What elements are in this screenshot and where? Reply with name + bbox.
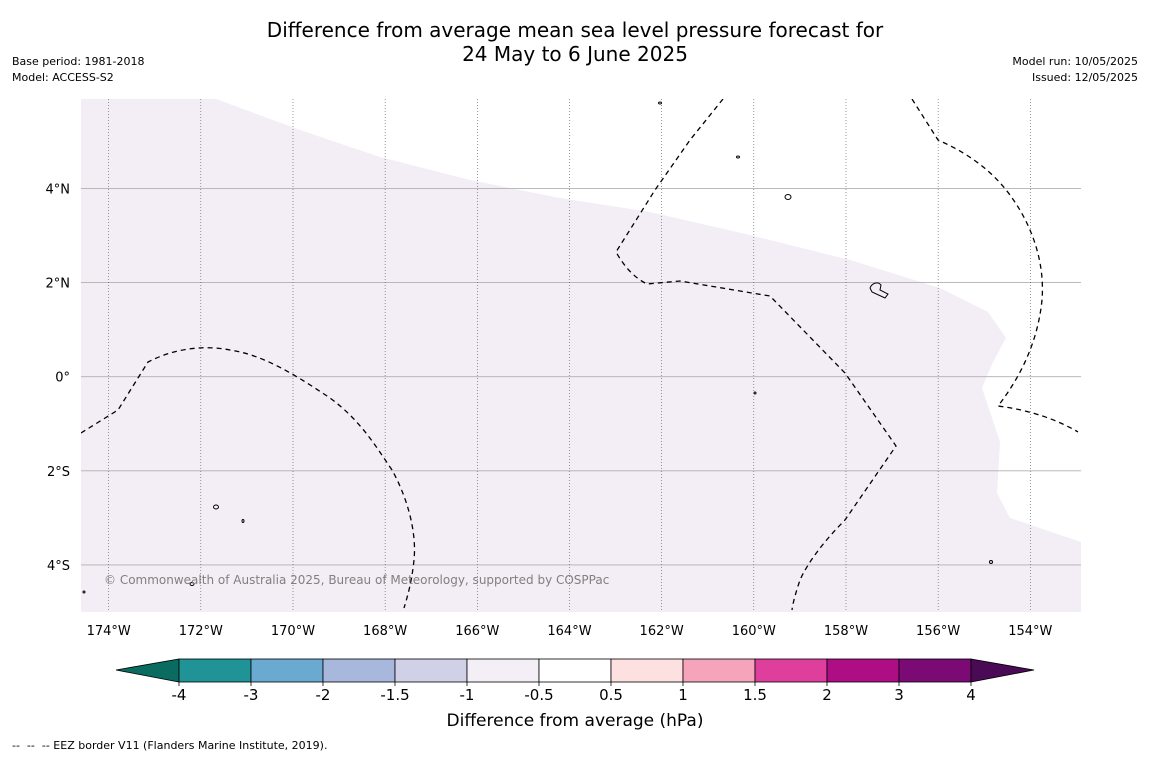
anomaly-shading-region <box>81 99 1081 612</box>
longitude-label: 174°W <box>87 624 131 639</box>
latitude-label: 2°S <box>47 465 70 480</box>
contour-line-central <box>615 99 897 611</box>
islands <box>82 101 993 594</box>
colorbar-tick-label: 2 <box>822 686 832 704</box>
island <box>213 504 219 510</box>
colorbar-high-extension <box>970 658 1035 683</box>
copyright-notice: © Commonwealth of Australia 2025, Bureau… <box>104 573 609 587</box>
base-period: Base period: 1981-2018 <box>12 55 145 68</box>
longitude-label: 172°W <box>179 624 223 639</box>
eez-legend-note: -- -- -- EEZ border V11 (Flanders Marine… <box>12 739 328 752</box>
title-line-2: 24 May to 6 June 2025 <box>462 42 688 66</box>
colorbar: -4 -3 -2 -1.5 -1 -0.5 0.5 1 1.5 2 3 4 Difference fr… <box>115 658 1035 731</box>
island <box>658 101 662 105</box>
colorbar-bin <box>682 658 756 683</box>
latitude-label: 2°N <box>46 277 71 292</box>
colorbar-bin <box>466 658 540 683</box>
colorbar-bin <box>898 658 972 683</box>
map-plot-area: © Commonwealth of Australia 2025, Bureau… <box>81 99 1081 612</box>
island <box>989 560 993 564</box>
colorbar-tick-label: 4 <box>966 686 976 704</box>
longitude-label: 166°W <box>455 624 499 639</box>
island <box>784 194 792 200</box>
contour-lines <box>81 99 1079 611</box>
title-line-1: Difference from average mean sea level p… <box>266 18 884 42</box>
colorbar-tick-label: 0.5 <box>599 686 623 704</box>
contour-line-east <box>911 99 1079 433</box>
colorbar-bins <box>178 658 972 683</box>
colorbar-label: Difference from average (hPa) <box>447 711 704 731</box>
longitude-label: 158°W <box>824 624 868 639</box>
colorbar-bin <box>754 658 828 683</box>
map-title: Difference from average mean sea level p… <box>0 18 1150 66</box>
colorbar-tick-labels: -4 -3 -2 -1.5 -1 -0.5 0.5 1 1.5 2 3 4 <box>172 682 976 704</box>
latitude-label: 4°N <box>46 182 71 197</box>
colorbar-bin <box>826 658 900 683</box>
colorbar-tick-label: -1.5 <box>380 686 409 704</box>
colorbar-bin <box>394 658 468 683</box>
colorbar-tick-label: 3 <box>894 686 904 704</box>
issued-date: Issued: 12/05/2025 <box>1031 71 1138 84</box>
longitude-label: 154°W <box>1008 624 1052 639</box>
model-run: Model run: 10/05/2025 <box>1012 55 1138 68</box>
island <box>753 391 757 395</box>
island <box>189 582 195 586</box>
colorbar-tick-label: -2 <box>316 686 331 704</box>
island <box>82 590 86 594</box>
longitude-label: 168°W <box>363 624 407 639</box>
colorbar-tick-label: -0.5 <box>524 686 553 704</box>
longitude-label: 164°W <box>547 624 591 639</box>
latitude-label: 0° <box>55 371 70 386</box>
colorbar-tick-label: -3 <box>244 686 259 704</box>
colorbar-bin <box>322 658 396 683</box>
latitude-labels: 4°N 2°N 0° 2°S 4°S <box>46 182 71 574</box>
right-metadata: Model run: 10/05/2025 Issued: 12/05/2025 <box>1012 54 1138 86</box>
colorbar-bin <box>178 658 252 683</box>
colorbar-bin <box>610 658 684 683</box>
model-name: Model: ACCESS-S2 <box>12 71 114 84</box>
longitude-label: 156°W <box>916 624 960 639</box>
colorbar-low-extension <box>115 658 180 683</box>
colorbar-bin <box>250 658 324 683</box>
island <box>869 282 889 299</box>
island <box>736 155 740 159</box>
colorbar-tick-label: 1.5 <box>743 686 767 704</box>
island <box>241 519 245 523</box>
colorbar-tick-label: -1 <box>460 686 475 704</box>
colorbar-tick-label: 1 <box>678 686 688 704</box>
contour-line-west <box>81 347 416 609</box>
longitude-label: 162°W <box>640 624 684 639</box>
longitude-label: 170°W <box>271 624 315 639</box>
longitude-label: 160°W <box>732 624 776 639</box>
longitude-labels: 174°W 172°W 170°W 168°W 166°W 164°W 162°W 160°W… <box>87 624 1053 639</box>
colorbar-tick-label: -4 <box>172 686 187 704</box>
latitude-gridlines <box>81 188 1081 566</box>
latitude-label: 4°S <box>47 559 70 574</box>
left-metadata: Base period: 1981-2018 Model: ACCESS-S2 <box>12 54 144 86</box>
colorbar-bin <box>538 658 612 683</box>
